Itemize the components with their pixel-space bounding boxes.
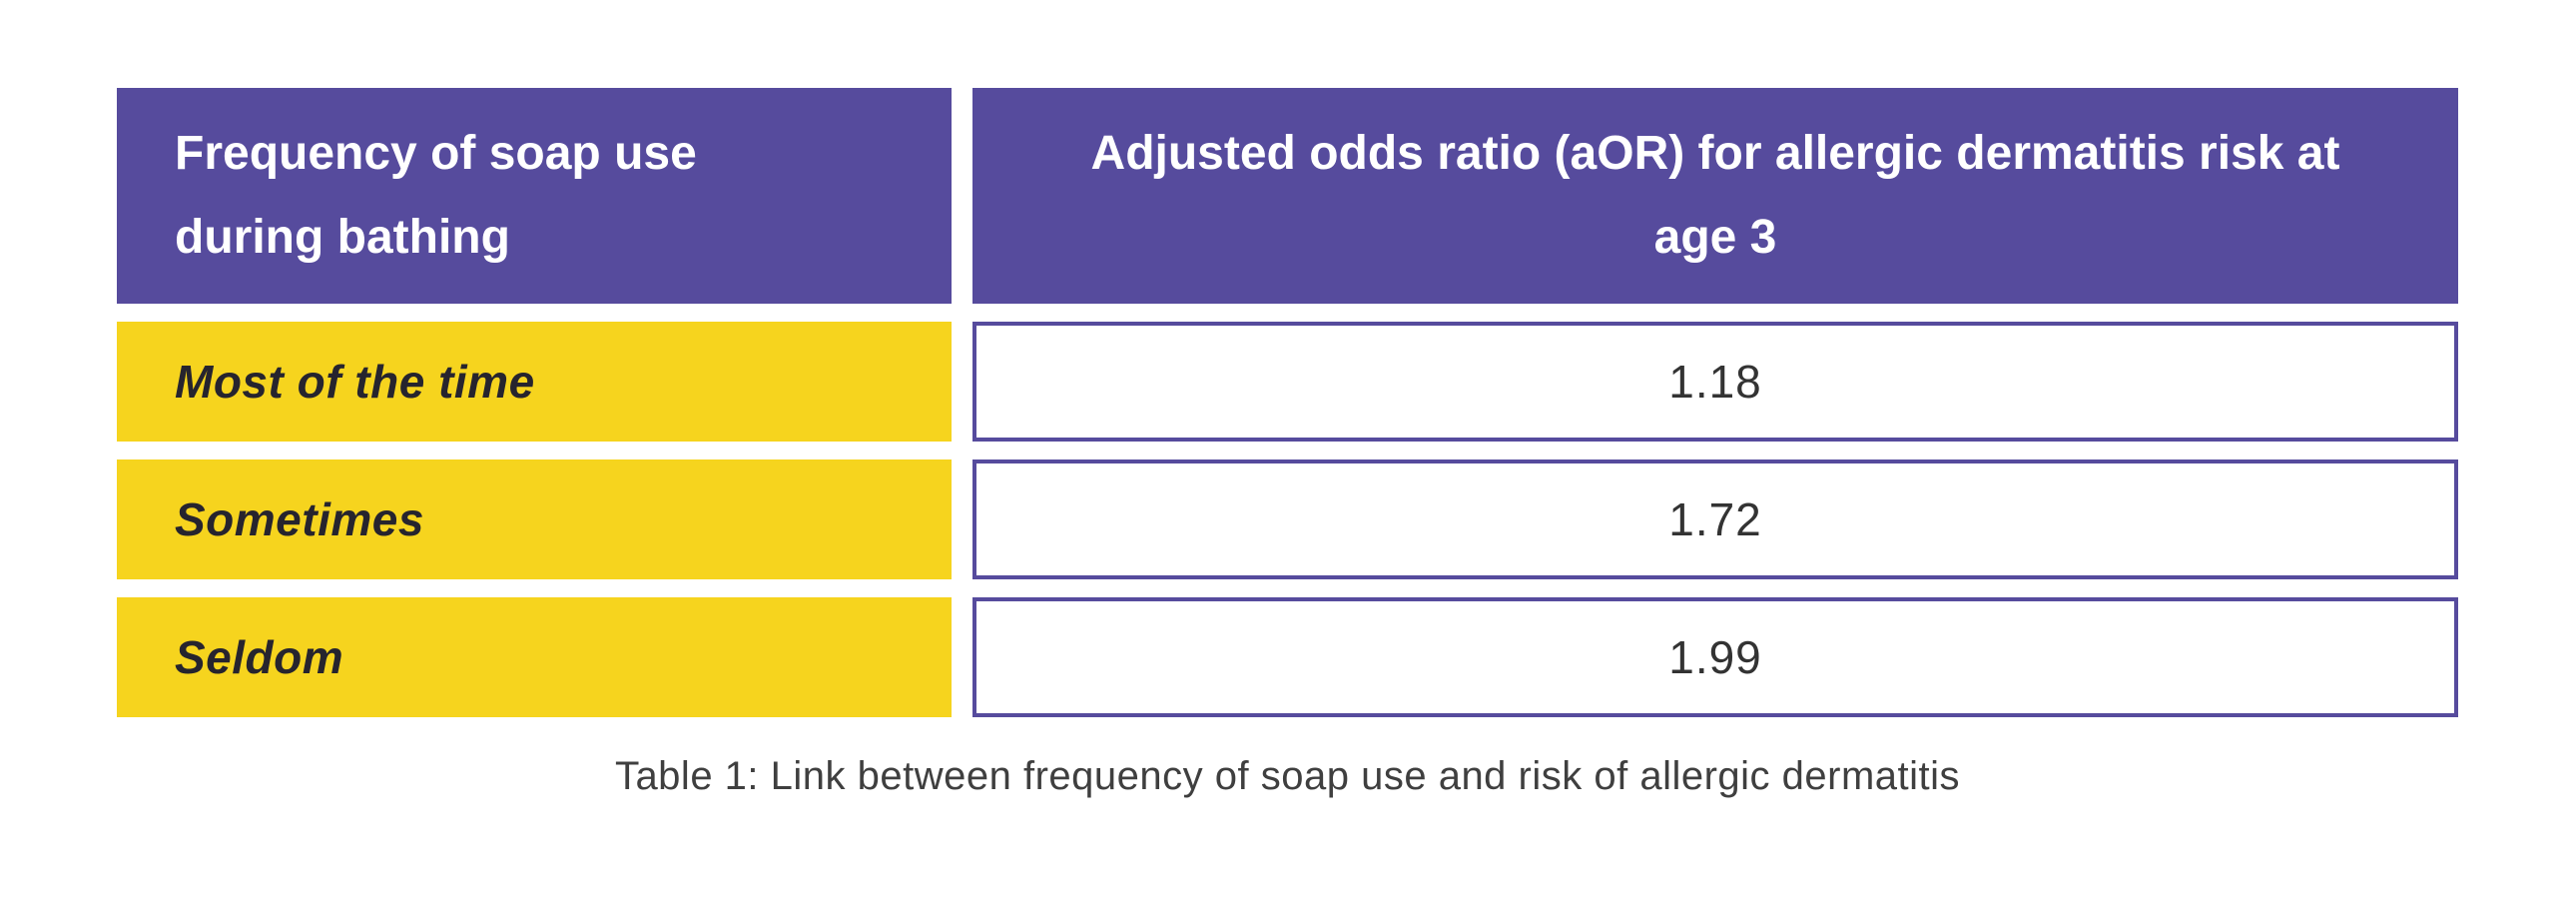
table-row-value-seldom: 1.99 xyxy=(972,597,2458,717)
row-label: Sometimes xyxy=(175,493,424,545)
header-frequency-label: Frequency of soap use during bathing xyxy=(175,127,697,264)
row-value: 1.99 xyxy=(1668,631,1762,683)
table-row-value-most-of-the-time: 1.18 xyxy=(972,322,2458,442)
header-cell-aor: Adjusted odds ratio (aOR) for allergic d… xyxy=(972,88,2458,304)
row-label: Most of the time xyxy=(175,356,535,408)
table-row-label-seldom: Seldom xyxy=(117,597,952,717)
header-aor-label: Adjusted odds ratio (aOR) for allergic d… xyxy=(1090,127,2340,264)
table-row-label-most-of-the-time: Most of the time xyxy=(117,322,952,442)
row-value: 1.18 xyxy=(1668,356,1762,408)
table-row-value-sometimes: 1.72 xyxy=(972,459,2458,579)
header-cell-frequency: Frequency of soap use during bathing xyxy=(117,88,952,304)
table-caption: Table 1: Link between frequency of soap … xyxy=(614,754,1961,798)
row-label: Seldom xyxy=(175,631,344,683)
soap-use-table: Frequency of soap use during bathing Adj… xyxy=(117,88,2458,717)
table-row-label-sometimes: Sometimes xyxy=(117,459,952,579)
row-value: 1.72 xyxy=(1668,493,1762,545)
